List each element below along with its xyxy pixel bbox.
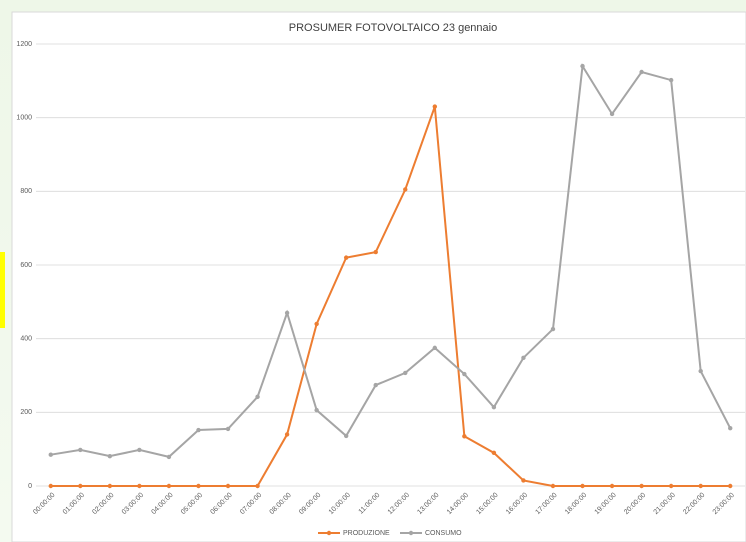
data-point (462, 371, 467, 377)
data-point (225, 483, 231, 489)
y-tick-label: 400 (20, 336, 32, 343)
data-point (196, 427, 201, 433)
data-point (166, 454, 172, 460)
data-point (196, 483, 201, 489)
data-point (550, 483, 556, 489)
y-tick-label: 0 (28, 483, 32, 490)
chart-title: PROSUMER FOTOVOLTAICO 23 gennaio (289, 22, 497, 34)
data-point (373, 249, 378, 255)
series-line (50, 106, 731, 487)
data-point (373, 382, 378, 388)
data-point (403, 187, 408, 192)
data-point (668, 483, 674, 489)
data-point (580, 483, 585, 489)
data-point (107, 453, 113, 459)
data-point (284, 432, 290, 437)
data-point (462, 434, 467, 439)
data-point (639, 483, 644, 489)
legend-label: PRODUZIONE (343, 530, 390, 537)
data-point (521, 355, 526, 361)
data-point (343, 255, 349, 260)
data-point (314, 321, 319, 327)
legend-marker (326, 530, 332, 536)
data-point (580, 63, 585, 69)
data-point (78, 447, 83, 453)
y-tick-label: 600 (20, 262, 32, 269)
y-tick-label: 800 (20, 188, 32, 195)
series-line (50, 63, 732, 458)
data-point (521, 478, 526, 483)
data-point (137, 447, 142, 453)
data-point (107, 483, 113, 489)
data-point (550, 326, 556, 332)
data-point (255, 394, 260, 400)
y-tick-label: 1200 (16, 41, 32, 48)
data-point (432, 104, 438, 109)
data-point (639, 69, 644, 75)
data-point (255, 483, 260, 489)
data-point (698, 368, 703, 374)
data-point (48, 452, 53, 457)
y-tick-label: 1000 (16, 115, 32, 122)
y-tick-label: 200 (20, 409, 32, 416)
data-point (137, 483, 142, 489)
data-point (48, 483, 53, 489)
legend-label: CONSUMO (425, 530, 462, 537)
data-point (314, 407, 319, 413)
data-point (609, 111, 615, 117)
highlight-strip (0, 252, 5, 328)
data-point (343, 433, 349, 439)
data-point (491, 404, 497, 410)
data-point (668, 77, 674, 83)
data-point (491, 450, 497, 456)
data-point (78, 483, 83, 489)
data-point (698, 483, 703, 489)
data-point (284, 310, 290, 316)
data-point (728, 425, 733, 431)
data-point (432, 345, 438, 351)
data-point (728, 483, 733, 489)
legend-marker (408, 530, 414, 536)
chart-area (11, 11, 746, 542)
data-point (403, 370, 408, 376)
data-point (609, 483, 615, 489)
data-point (166, 483, 172, 489)
data-point (225, 426, 231, 432)
